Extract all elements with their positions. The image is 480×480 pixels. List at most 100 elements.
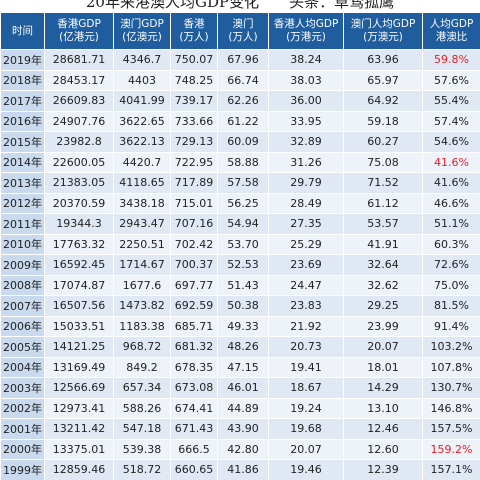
year-cell: 2003年 <box>0 377 45 399</box>
value-cell: 20370.59 <box>44 192 114 214</box>
value-cell: 49.33 <box>217 315 269 337</box>
value-cell: 12973.41 <box>44 397 114 419</box>
column-header: 香港人均GDP (万港元) <box>268 12 344 50</box>
table-row: 2003年 12566.69 657.34 673.08 46.01 18.67 14.29… <box>0 377 480 399</box>
value-cell: 38.03 <box>268 69 344 91</box>
value-cell: 13.10 <box>343 397 423 419</box>
table-row: 2015年 23982.8 3622.13 729.13 60.09 32.89 60.27… <box>0 131 480 153</box>
value-cell: 41.91 <box>343 233 423 255</box>
value-cell: 71.52 <box>343 172 423 194</box>
value-cell: 23982.8 <box>44 131 114 153</box>
column-header: 香港 (万人) <box>170 12 218 50</box>
value-cell: 44.89 <box>217 397 269 419</box>
year-cell: 2015年 <box>0 131 45 153</box>
value-cell: 4420.7 <box>113 151 171 173</box>
year-cell: 2012年 <box>0 192 45 214</box>
value-cell: 16592.45 <box>44 254 114 276</box>
year-cell: 2005年 <box>0 336 45 358</box>
value-cell: 750.07 <box>170 49 218 71</box>
column-header: 澳门GDP (亿澳元) <box>113 12 171 50</box>
column-header: 时间 <box>0 12 45 50</box>
table-row: 2007年 16507.56 1473.82 692.59 50.38 23.83 29.2… <box>0 295 480 317</box>
value-cell: 19.46 <box>268 459 344 480</box>
value-cell: 685.71 <box>170 315 218 337</box>
table-row: 2012年 20370.59 3438.18 715.01 56.25 28.49 61.1… <box>0 192 480 214</box>
table-row: 2005年 14121.25 968.72 681.32 48.26 20.73 20.07… <box>0 336 480 358</box>
table-row: 2004年 13169.49 849.2 678.35 47.15 19.41 18.01 1… <box>0 356 480 378</box>
value-cell: 729.13 <box>170 131 218 153</box>
header-line: 香港人均GDP <box>273 18 339 30</box>
year-cell: 2007年 <box>0 295 45 317</box>
table-row: 2013年 21383.05 4118.65 717.89 57.58 29.79 71.5… <box>0 172 480 194</box>
value-cell: 61.12 <box>343 192 423 214</box>
value-cell: 717.89 <box>170 172 218 194</box>
value-cell: 12566.69 <box>44 377 114 399</box>
table-row: 2014年 22600.05 4420.7 722.95 58.88 31.26 75.08… <box>0 151 480 173</box>
value-cell: 33.95 <box>268 110 344 132</box>
value-cell: 4118.65 <box>113 172 171 194</box>
value-cell: 702.42 <box>170 233 218 255</box>
value-cell: 715.01 <box>170 192 218 214</box>
value-cell: 1183.38 <box>113 315 171 337</box>
value-cell: 20.73 <box>268 336 344 358</box>
value-cell: 54.6% <box>422 131 480 153</box>
table-row: 2017年 26609.83 4041.99 739.17 62.26 36.00 64.9… <box>0 90 480 112</box>
table-row: 2019年 28681.71 4346.7 750.07 67.96 38.24 63.96… <box>0 49 480 71</box>
value-cell: 14.29 <box>343 377 423 399</box>
value-cell: 46.01 <box>217 377 269 399</box>
table-row: 2002年 12973.41 588.26 674.41 44.89 19.24 13.10… <box>0 397 480 419</box>
year-cell: 2010年 <box>0 233 45 255</box>
year-cell: 2019年 <box>0 49 45 71</box>
value-cell: 107.8% <box>422 356 480 378</box>
value-cell: 63.96 <box>343 49 423 71</box>
page-title: 20年来港澳人均GDP变化 头条：草骛孤鹰 <box>85 0 395 11</box>
header-line: 人均GDP <box>429 18 474 30</box>
value-cell: 28.49 <box>268 192 344 214</box>
value-cell: 3622.65 <box>113 110 171 132</box>
header-line: (亿港元) <box>59 31 99 43</box>
value-cell: 588.26 <box>113 397 171 419</box>
value-cell: 60.09 <box>217 131 269 153</box>
value-cell: 47.15 <box>217 356 269 378</box>
value-cell: 15033.51 <box>44 315 114 337</box>
table-row: 2018年 28453.17 4403 748.25 66.74 38.03 65.97 57… <box>0 69 480 91</box>
value-cell: 968.72 <box>113 336 171 358</box>
value-cell: 56.25 <box>217 192 269 214</box>
value-cell: 32.64 <box>343 254 423 276</box>
header-line: 澳门人均GDP <box>350 18 416 30</box>
value-cell: 24907.76 <box>44 110 114 132</box>
value-cell: 660.65 <box>170 459 218 480</box>
value-cell: 3622.13 <box>113 131 171 153</box>
table-row: 1999年 12859.46 518.72 660.65 41.86 19.46 12.39… <box>0 459 480 480</box>
value-cell: 678.35 <box>170 356 218 378</box>
value-cell: 157.5% <box>422 418 480 440</box>
year-cell: 2014年 <box>0 151 45 173</box>
column-header: 澳门人均GDP (万澳元) <box>343 12 423 50</box>
value-cell: 51.1% <box>422 213 480 235</box>
year-cell: 2001年 <box>0 418 45 440</box>
value-cell: 58.88 <box>217 151 269 173</box>
header-line: 港澳比 <box>435 31 468 43</box>
value-cell: 671.43 <box>170 418 218 440</box>
value-cell: 4041.99 <box>113 90 171 112</box>
value-cell: 26609.83 <box>44 90 114 112</box>
year-cell: 2006年 <box>0 315 45 337</box>
value-cell: 75.08 <box>343 151 423 173</box>
column-header: 人均GDP 港澳比 <box>422 12 480 50</box>
value-cell: 32.89 <box>268 131 344 153</box>
value-cell: 53.57 <box>343 213 423 235</box>
table-row: 2010年 17763.32 2250.51 702.42 53.70 25.29 41.9… <box>0 233 480 255</box>
value-cell: 13211.42 <box>44 418 114 440</box>
header-line: 时间 <box>12 24 33 37</box>
value-cell: 23.69 <box>268 254 344 276</box>
value-cell: 41.6% <box>422 151 480 173</box>
year-cell: 2018年 <box>0 69 45 91</box>
value-cell: 18.01 <box>343 356 423 378</box>
year-cell: 2017年 <box>0 90 45 112</box>
value-cell: 12859.46 <box>44 459 114 480</box>
value-cell: 59.8% <box>422 49 480 71</box>
value-cell: 31.26 <box>268 151 344 173</box>
value-cell: 666.5 <box>170 438 218 460</box>
value-cell: 64.92 <box>343 90 423 112</box>
value-cell: 2250.51 <box>113 233 171 255</box>
